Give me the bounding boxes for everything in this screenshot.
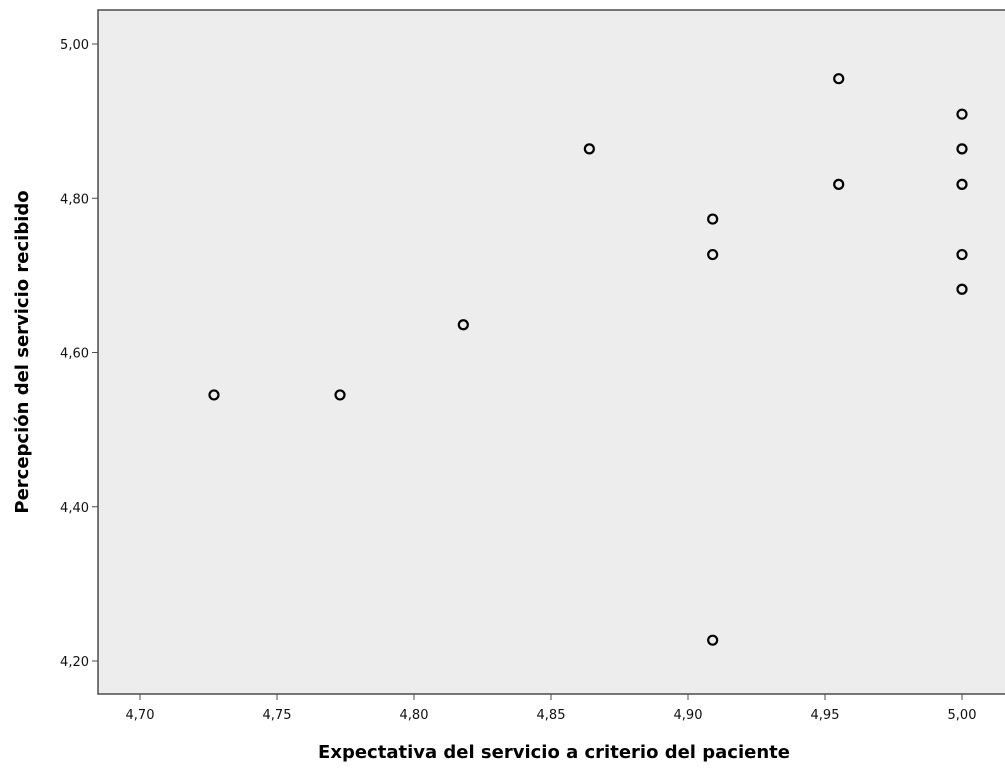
data-point	[707, 213, 719, 225]
data-point	[334, 389, 346, 401]
y-axis-title: Percepción del servicio recibido	[12, 190, 33, 513]
y-axis-ticks: 4,20 4,40 4,60 4,80 5,00	[60, 38, 98, 670]
data-point	[956, 283, 968, 295]
data-point	[583, 143, 595, 155]
x-tick-label: 5,00	[948, 708, 977, 723]
x-tick-label: 4,85	[537, 708, 566, 723]
y-tick-label: 5,00	[60, 38, 89, 53]
data-point	[208, 389, 220, 401]
x-tick-label: 4,95	[811, 708, 840, 723]
y-tick-label: 4,80	[60, 192, 89, 207]
x-axis-ticks: 4,70 4,75 4,80 4,85 4,90 4,95 5,00	[126, 694, 977, 723]
x-tick-label: 4,70	[126, 708, 155, 723]
data-point	[956, 248, 968, 261]
y-tick-label: 4,60	[60, 347, 89, 362]
x-tick-label: 4,75	[263, 708, 292, 723]
y-tick-label: 4,40	[60, 501, 89, 516]
x-tick-label: 4,90	[674, 708, 703, 723]
data-point	[457, 319, 469, 331]
x-axis-title: Expectativa del servicio a criterio del …	[318, 742, 790, 763]
y-tick-label: 4,20	[60, 655, 89, 670]
data-point	[833, 178, 845, 190]
data-point	[956, 178, 968, 190]
x-tick-label: 4,80	[400, 708, 429, 723]
data-point	[956, 143, 968, 155]
data-point	[833, 73, 845, 85]
data-point	[707, 634, 719, 646]
data-point	[956, 108, 968, 120]
plot-area	[97, 9, 1005, 695]
data-point	[707, 248, 719, 261]
data-points	[208, 73, 968, 646]
